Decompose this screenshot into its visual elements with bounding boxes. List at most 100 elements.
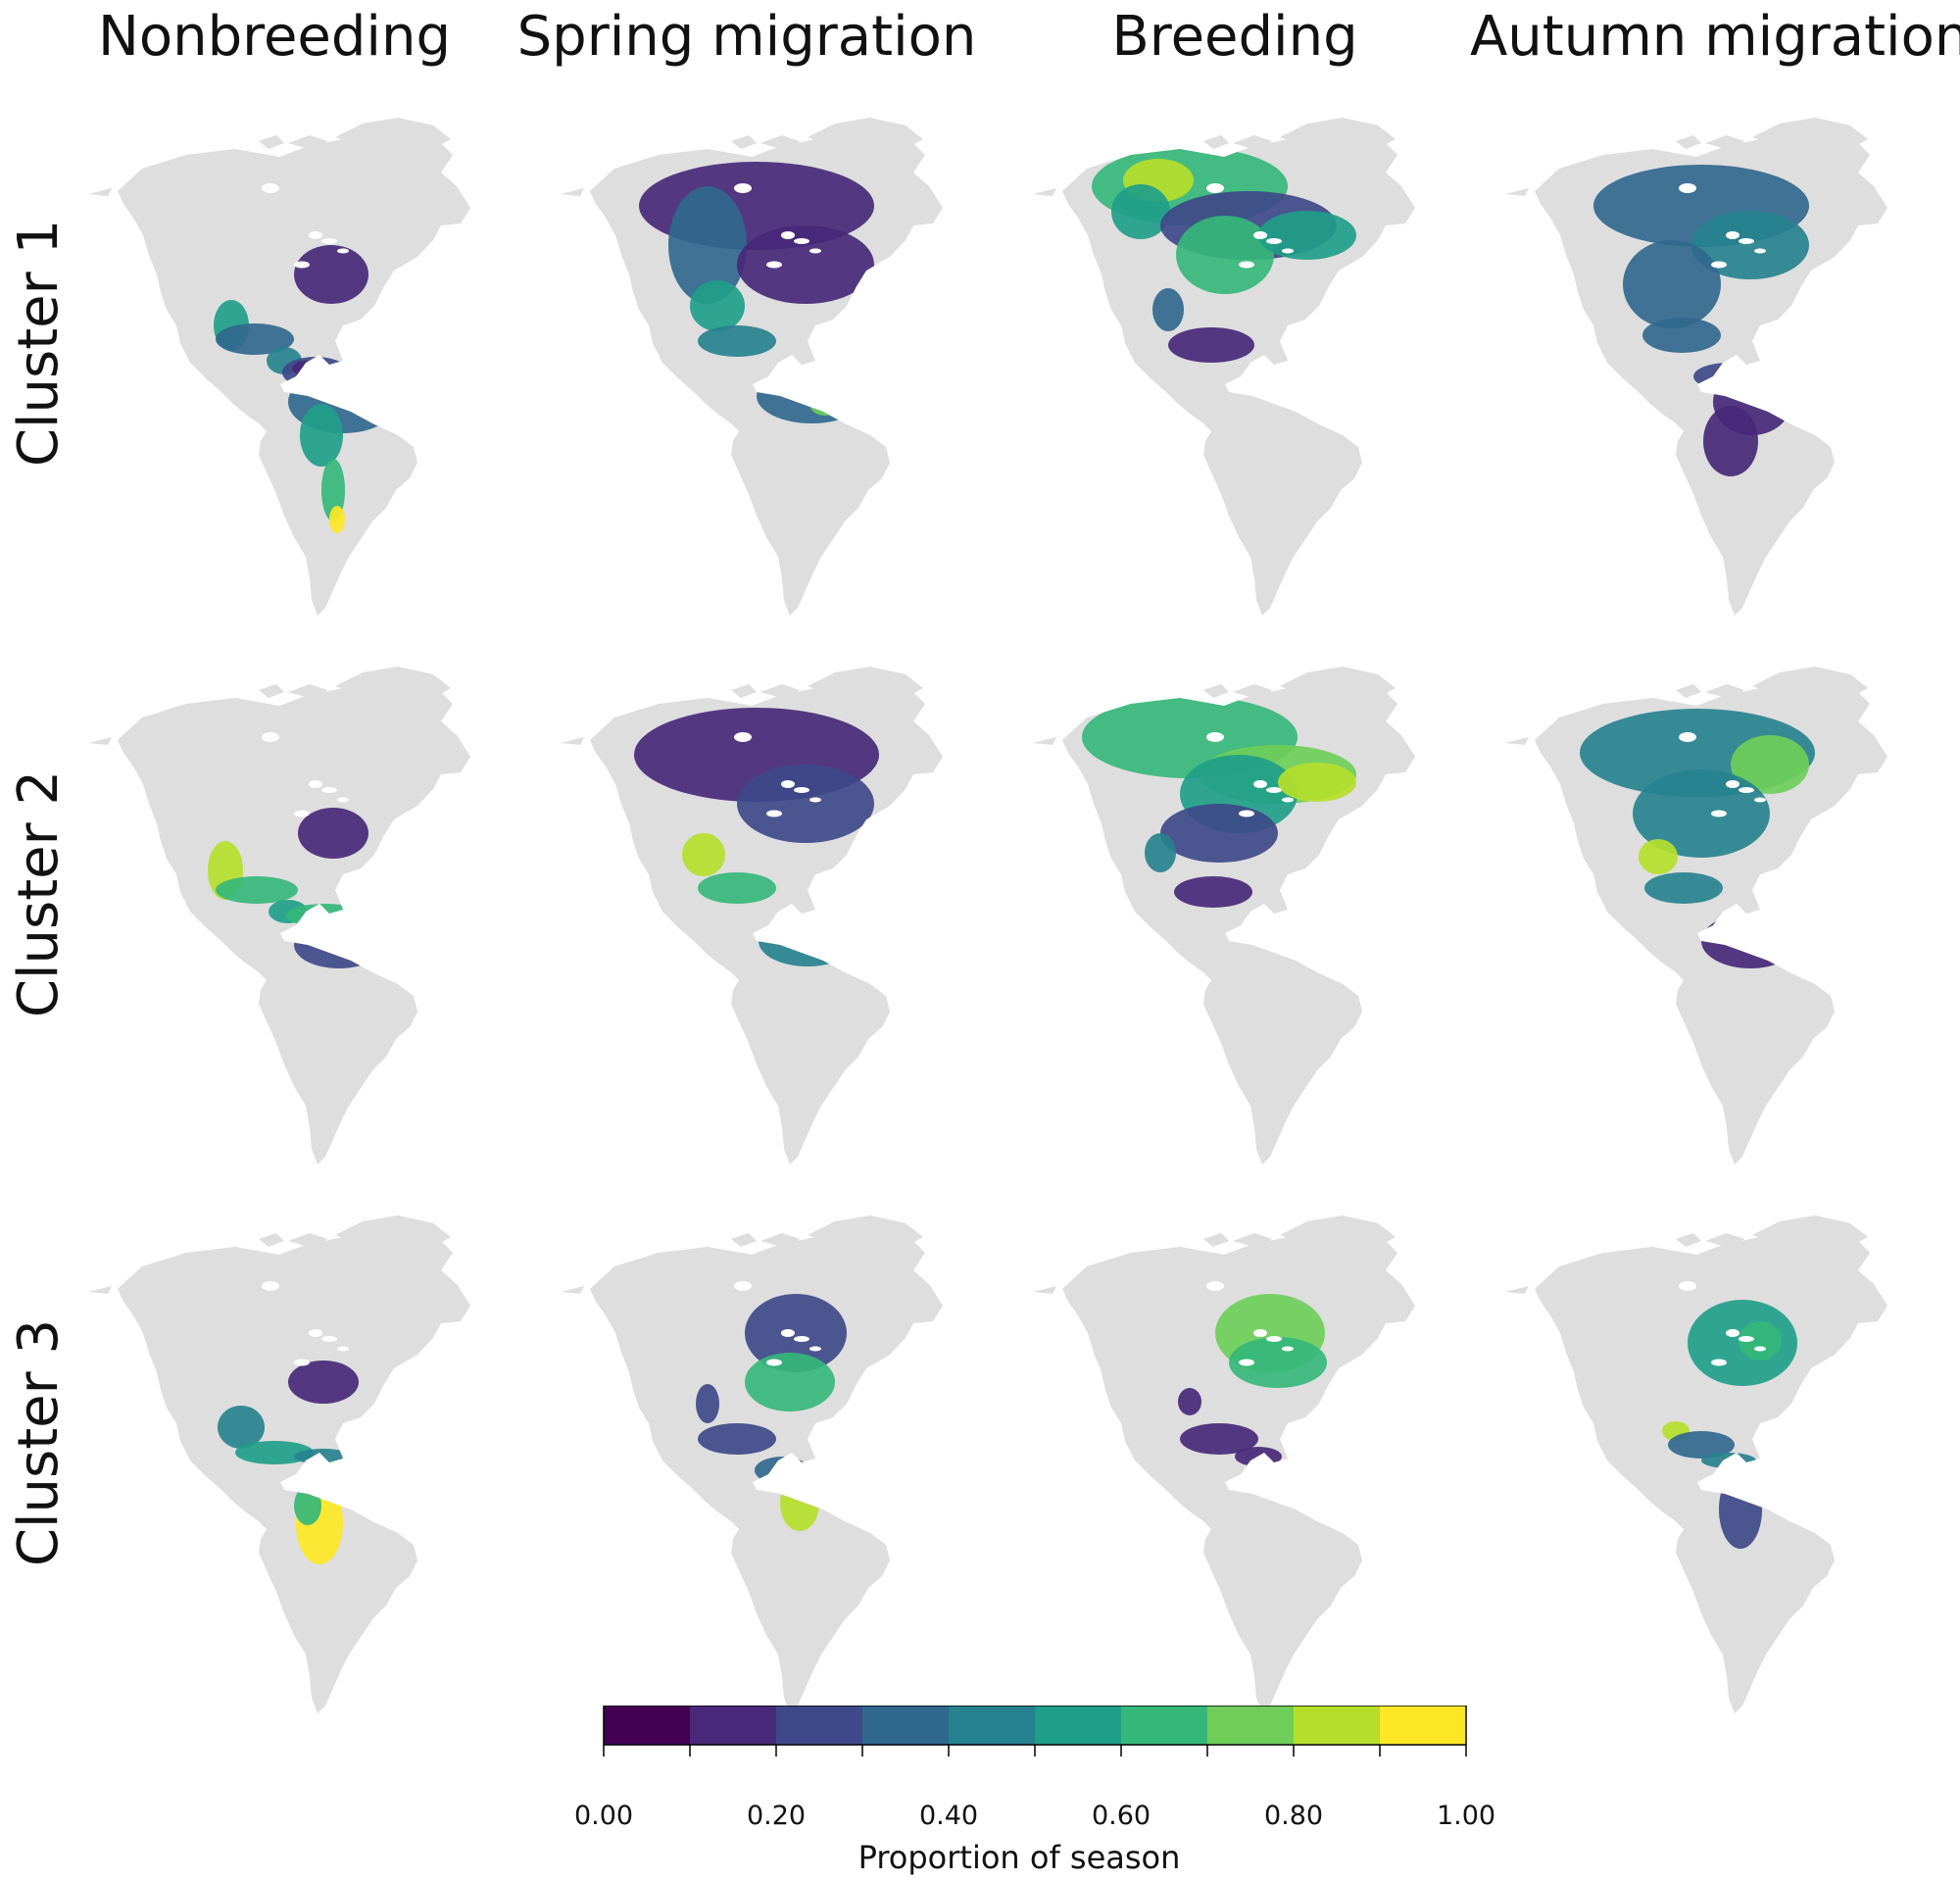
land-island [1676,1233,1701,1247]
americas-map [1033,1215,1415,1713]
lake [1253,231,1267,239]
density-region [1701,914,1799,968]
density-region [337,384,376,412]
americas-map [1505,667,1887,1164]
lake [766,1359,782,1366]
land-island [1280,667,1396,700]
map-panel [1466,627,1936,1176]
land-island [1203,135,1229,149]
lake [294,261,310,269]
land-island [760,684,800,700]
lake [1739,1336,1754,1342]
map-panel [521,1176,992,1725]
lake [734,1281,752,1291]
density-region [1229,1337,1327,1388]
lake [1679,183,1696,193]
legend-swatch [1380,1706,1466,1745]
lake [309,780,322,788]
land-island [1705,135,1744,151]
land-island [259,684,284,698]
land-island [561,737,584,745]
lake [309,1329,322,1337]
density-region [698,325,776,357]
density-region [1168,327,1254,363]
density-region [294,921,384,968]
legend-swatch [776,1706,862,1745]
land-island [288,135,327,151]
density-region [218,1406,265,1449]
density-region [1160,804,1278,863]
density-region [1235,1447,1282,1466]
lake [1726,780,1740,788]
density-region [335,931,363,947]
land-island [259,1233,284,1247]
density-region [745,1294,847,1372]
land-island [808,667,923,700]
americas-map [561,1215,943,1713]
density-region [1633,769,1770,858]
land-island [1033,1286,1056,1294]
land-island [1233,1233,1272,1249]
lake [1711,261,1727,269]
land-americas [1535,684,1887,1164]
lake [781,1329,795,1337]
column-title-autumn-migration: Autumn migration [1470,5,1960,69]
land-island [1286,833,1305,843]
land-americas [1535,1233,1887,1713]
land-island [1033,737,1056,745]
land-island [561,1286,584,1294]
land-americas [1062,1233,1415,1713]
density-region [288,1361,359,1404]
density-region [1644,872,1723,904]
lake [1239,810,1254,817]
lake [781,780,795,788]
legend-tick-label: 0.80 [1263,1801,1324,1831]
land-island [1758,1382,1778,1392]
land-island [1203,1233,1229,1247]
land-island [561,188,584,196]
lake [809,1346,821,1352]
density-region [690,280,745,331]
density-region [745,1353,835,1411]
density-region [216,876,298,904]
density-region [1639,839,1678,874]
lake [1253,780,1267,788]
density-region [737,225,874,304]
map-panel [1466,78,1936,627]
lake [337,1346,349,1352]
density-region [294,1449,353,1464]
legend-swatch [949,1706,1035,1745]
density-region [682,833,725,876]
lake [1206,732,1224,742]
lake [794,787,809,793]
density-region [1178,1388,1201,1415]
lake [1754,248,1766,254]
density-region [1152,288,1184,331]
land-island [1752,667,1868,700]
land-island [288,1233,327,1249]
lake [262,1281,279,1291]
land-island [1505,1286,1529,1294]
density-region [809,392,841,416]
density-region [1258,211,1356,260]
lake [766,261,782,269]
lake [1266,1336,1282,1342]
lake [321,1336,337,1342]
land-island [1203,684,1229,698]
density-region [1278,763,1356,802]
density-region [300,404,343,467]
land-island [1676,135,1701,149]
land-island [1280,118,1396,151]
column-title-breeding: Breeding [1111,5,1358,69]
density-region [1180,1423,1258,1455]
density-overlay [218,1361,359,1564]
americas-map [1033,118,1415,616]
density-region [286,904,365,927]
density-region [668,186,747,304]
legend-swatch [1121,1706,1207,1745]
density-overlay [1092,147,1356,363]
americas-map [1033,667,1415,1164]
land-island [88,188,112,196]
lake [1754,797,1766,803]
land-island [1758,833,1778,843]
